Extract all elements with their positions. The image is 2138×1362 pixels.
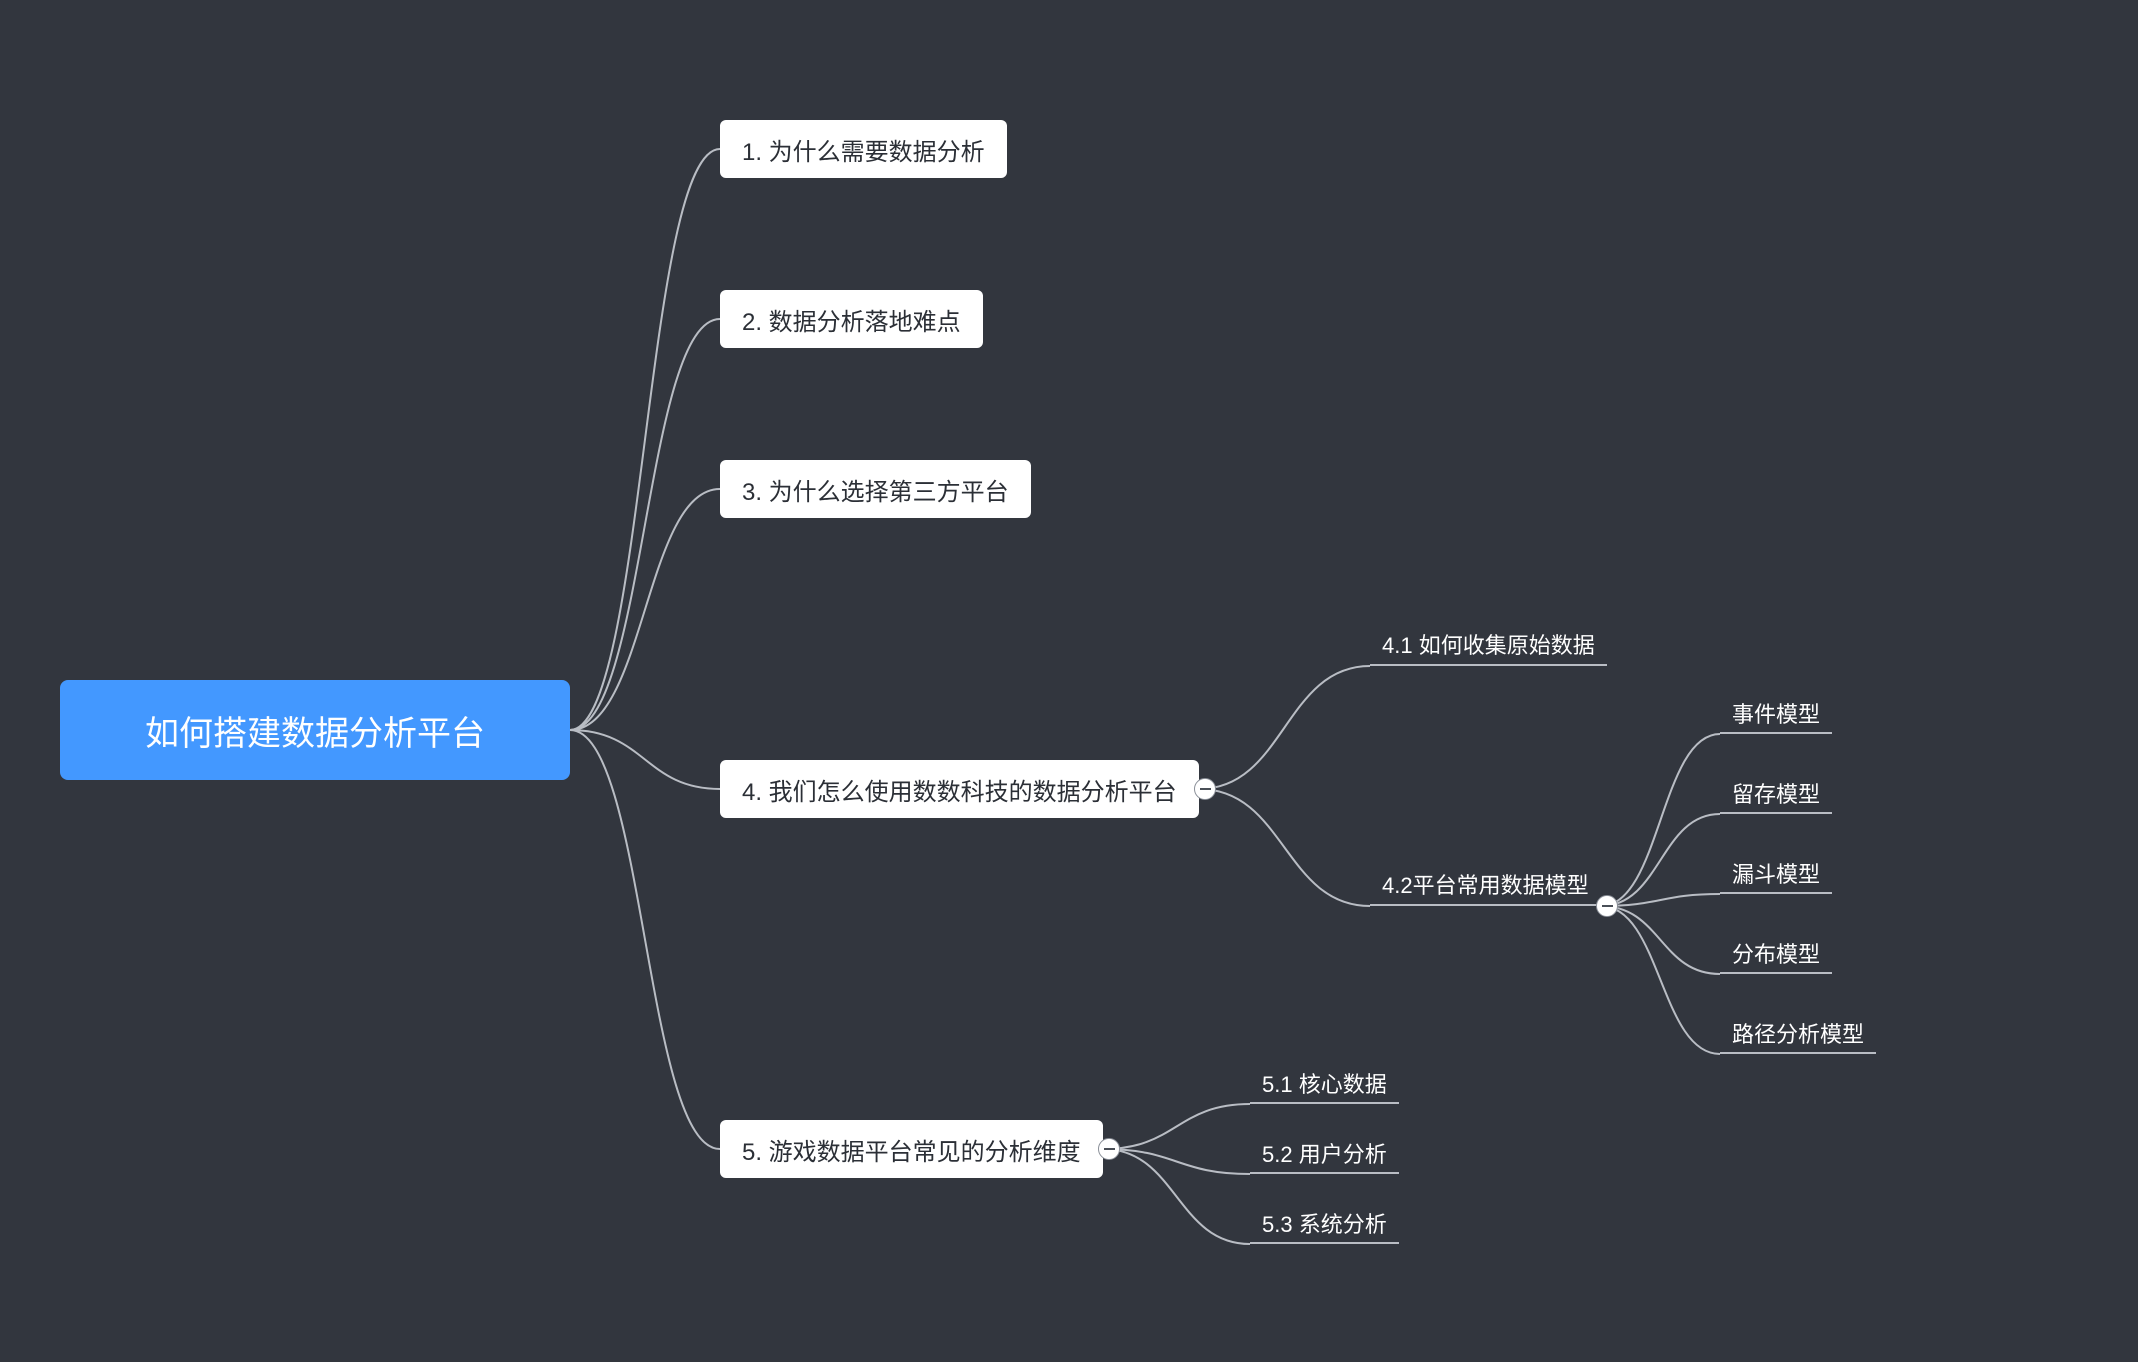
- node-m2[interactable]: 留存模型: [1720, 770, 1832, 814]
- collapse-toggle[interactable]: [1098, 1138, 1120, 1160]
- minus-icon: [1200, 788, 1211, 790]
- minus-icon: [1602, 905, 1613, 907]
- edge: [570, 489, 720, 730]
- collapse-toggle[interactable]: [1596, 895, 1618, 917]
- node-label: 路径分析模型: [1732, 1017, 1864, 1049]
- node-label: 2. 数据分析落地难点: [742, 302, 961, 337]
- node-n4[interactable]: 4. 我们怎么使用数数科技的数据分析平台: [720, 760, 1199, 818]
- edge: [1103, 1104, 1250, 1149]
- node-label: 4. 我们怎么使用数数科技的数据分析平台: [742, 772, 1177, 807]
- node-n5[interactable]: 5. 游戏数据平台常见的分析维度: [720, 1120, 1103, 1178]
- node-m4[interactable]: 分布模型: [1720, 930, 1832, 974]
- edge: [570, 730, 720, 1149]
- node-label: 5.1 核心数据: [1262, 1067, 1387, 1099]
- edge: [570, 319, 720, 730]
- edge: [1103, 1149, 1250, 1174]
- edge: [1601, 906, 1720, 974]
- node-n1[interactable]: 1. 为什么需要数据分析: [720, 120, 1007, 178]
- node-n3[interactable]: 3. 为什么选择第三方平台: [720, 460, 1031, 518]
- collapse-toggle[interactable]: [1194, 778, 1216, 800]
- node-m3[interactable]: 漏斗模型: [1720, 850, 1832, 894]
- node-m1[interactable]: 事件模型: [1720, 690, 1832, 734]
- node-label: 事件模型: [1732, 697, 1820, 729]
- minus-icon: [1104, 1148, 1115, 1150]
- node-label: 分布模型: [1732, 937, 1820, 969]
- node-label: 1. 为什么需要数据分析: [742, 132, 985, 167]
- node-label: 4.2平台常用数据模型: [1382, 868, 1589, 900]
- edge: [1601, 734, 1720, 906]
- node-n51[interactable]: 5.1 核心数据: [1250, 1060, 1399, 1104]
- node-label: 3. 为什么选择第三方平台: [742, 472, 1009, 507]
- node-label: 漏斗模型: [1732, 857, 1820, 889]
- edge: [1199, 666, 1370, 789]
- node-m5[interactable]: 路径分析模型: [1720, 1010, 1876, 1054]
- node-n53[interactable]: 5.3 系统分析: [1250, 1200, 1399, 1244]
- edge: [570, 730, 720, 789]
- edge: [1601, 894, 1720, 906]
- node-label: 5.2 用户分析: [1262, 1137, 1387, 1169]
- node-label: 如何搭建数据分析平台: [145, 706, 485, 755]
- node-n52[interactable]: 5.2 用户分析: [1250, 1130, 1399, 1174]
- node-label: 4.1 如何收集原始数据: [1382, 628, 1595, 660]
- edge: [570, 149, 720, 730]
- node-root[interactable]: 如何搭建数据分析平台: [60, 680, 570, 780]
- node-n42[interactable]: 4.2平台常用数据模型: [1370, 860, 1601, 906]
- node-label: 5.3 系统分析: [1262, 1207, 1387, 1239]
- node-label: 5. 游戏数据平台常见的分析维度: [742, 1132, 1081, 1167]
- edge: [1601, 906, 1720, 1054]
- node-n41[interactable]: 4.1 如何收集原始数据: [1370, 620, 1607, 666]
- edge: [1601, 814, 1720, 906]
- edge: [1199, 789, 1370, 906]
- edge: [1103, 1149, 1250, 1244]
- mindmap-canvas: 如何搭建数据分析平台 1. 为什么需要数据分析 2. 数据分析落地难点 3. 为什么选…: [0, 0, 2138, 1362]
- node-label: 留存模型: [1732, 777, 1820, 809]
- node-n2[interactable]: 2. 数据分析落地难点: [720, 290, 983, 348]
